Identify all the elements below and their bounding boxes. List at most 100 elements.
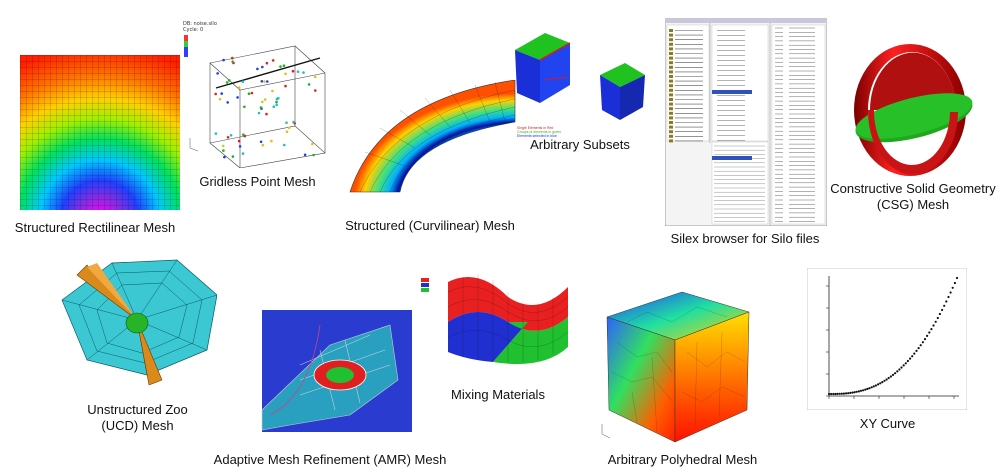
point-mesh-dot xyxy=(275,103,278,107)
xy-curve-point xyxy=(868,387,871,390)
xy-curve-point xyxy=(913,352,916,355)
point-mesh-dot xyxy=(279,65,282,68)
xy-curve-point xyxy=(849,391,852,394)
subsets-caption: Arbitrary Subsets xyxy=(530,137,630,152)
point-mesh-dot xyxy=(275,100,278,104)
ucd-caption-line2: (UCD) Mesh xyxy=(101,418,174,433)
point-mesh-dot xyxy=(285,130,289,133)
point-mesh-dot xyxy=(265,61,269,65)
silex-row-icon xyxy=(669,29,673,32)
silex-row-icon xyxy=(669,56,673,60)
silex-row-icon xyxy=(669,75,673,78)
mixing-image xyxy=(418,262,573,377)
point-mesh-dot xyxy=(314,89,317,92)
point-mesh-dot xyxy=(265,112,268,116)
point-mesh-dot xyxy=(259,106,263,109)
point-mesh-dot xyxy=(284,84,287,88)
polyhedral-caption: Arbitrary Polyhedral Mesh xyxy=(607,452,758,467)
subsets-image: Single Elements in Red Groups of element… xyxy=(515,33,645,138)
point-mesh-dot xyxy=(285,121,288,124)
rectilinear-mesh-caption: Structured Rectilinear Mesh xyxy=(14,220,176,235)
csg-image xyxy=(854,44,973,176)
xy-curve-point xyxy=(847,392,850,395)
silex-row-icon xyxy=(669,102,673,106)
ucd-panel: Unstructured Zoo (UCD) Mesh xyxy=(55,255,220,435)
xy-curve-point xyxy=(874,384,877,387)
xy-curve-point xyxy=(936,316,939,320)
point-mesh-dot xyxy=(236,96,239,99)
xy-curve-point xyxy=(930,328,933,331)
point-mesh-dot xyxy=(270,139,273,143)
point-mesh-panel: DB: noise.silo Cycle: 0 Gridless Point M… xyxy=(180,18,340,193)
xy-curve-point xyxy=(840,392,843,395)
silex-row-icon xyxy=(669,125,673,129)
silex-row-icon xyxy=(669,111,673,115)
curvilinear-mesh-image xyxy=(349,80,516,193)
point-mesh-dot xyxy=(247,92,251,95)
silex-row-icon xyxy=(669,130,673,134)
xy-curve-point xyxy=(938,312,941,316)
xy-curve-point xyxy=(928,331,931,334)
point-mesh-dot xyxy=(238,145,242,148)
xy-curve-point xyxy=(853,391,856,394)
point-mesh-dot xyxy=(226,101,229,104)
silex-row-icon xyxy=(669,88,673,92)
point-mesh-dot xyxy=(226,136,230,139)
point-mesh-dot xyxy=(266,80,269,83)
xy-curve-point xyxy=(832,392,835,396)
silex-row-icon xyxy=(669,52,673,55)
xy-curve-point xyxy=(842,392,845,395)
silex-row-icon xyxy=(669,70,673,74)
xy-curve-point xyxy=(834,392,837,396)
xy-curve-point xyxy=(889,375,892,378)
point-mesh-dot xyxy=(222,58,225,62)
rectilinear-mesh-image xyxy=(20,55,180,210)
point-cycle-label: Cycle: 0 xyxy=(183,27,203,33)
amr-image xyxy=(250,305,420,440)
silex-caption: Silex browser for Silo files xyxy=(670,231,820,246)
xy-curve-point xyxy=(902,364,905,367)
silex-row-icon xyxy=(669,38,673,42)
point-mesh-dot xyxy=(283,143,286,147)
point-mesh-dot xyxy=(250,91,254,95)
svg-text:Elements selected in blue: Elements selected in blue xyxy=(517,134,557,138)
xy-curve-point xyxy=(866,387,869,390)
silex-row-icon xyxy=(669,61,673,65)
xy-curve-point xyxy=(838,392,841,395)
point-mesh-dot xyxy=(237,86,241,89)
xy-curve-point xyxy=(896,370,899,373)
point-mesh-dot xyxy=(214,132,218,135)
xy-curve-panel: XY Curve xyxy=(785,268,967,433)
xy-curve-point xyxy=(894,372,897,375)
amr-caption: Adaptive Mesh Refinement (AMR) Mesh xyxy=(213,452,447,467)
point-mesh-dot xyxy=(256,67,259,71)
xy-curve-point xyxy=(926,334,929,337)
point-mesh-dot xyxy=(220,92,223,95)
xy-curve-point xyxy=(921,341,924,344)
point-mesh-dot xyxy=(214,92,217,96)
silex-row-icon xyxy=(669,139,673,143)
point-mesh-dot xyxy=(284,72,287,76)
point-mesh-dot xyxy=(292,120,295,124)
point-mesh-dot xyxy=(277,96,280,100)
polyhedral-image xyxy=(601,291,750,443)
xy-curve-point xyxy=(859,389,863,392)
point-db-label: DB: noise.silo xyxy=(183,21,217,27)
csg-caption-line2: (CSG) Mesh xyxy=(876,197,950,212)
xy-curve-point xyxy=(906,359,909,363)
point-mesh-dot xyxy=(303,153,307,157)
xy-curve-point xyxy=(955,276,959,280)
point-mesh-dots xyxy=(214,56,317,159)
xy-curve-point xyxy=(951,286,954,289)
point-mesh-dot xyxy=(231,60,234,63)
xy-curve-point xyxy=(953,281,956,285)
xy-curve-point xyxy=(879,382,882,385)
xy-curve-point xyxy=(947,295,950,299)
point-mesh-dot xyxy=(302,71,305,74)
xy-curve-point xyxy=(885,378,888,381)
xy-curve-point xyxy=(836,392,839,395)
silex-row-icon xyxy=(669,121,673,124)
point-mesh-dot xyxy=(225,81,229,84)
curvilinear-mesh-panel: Structured (Curvilinear) Mesh xyxy=(340,80,520,240)
ucd-caption-line1: Unstructured Zoo xyxy=(87,402,188,417)
